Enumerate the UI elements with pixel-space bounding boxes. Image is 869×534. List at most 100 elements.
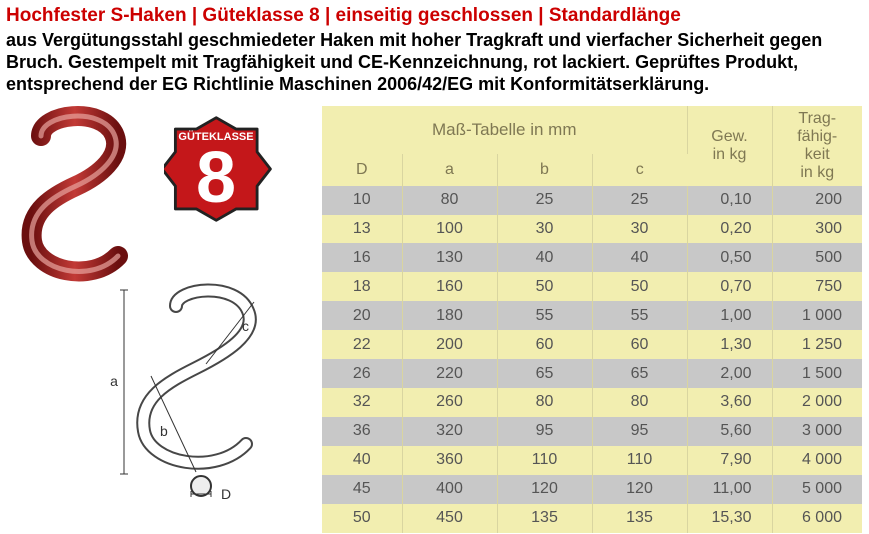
cell-gew: 1,00 <box>687 301 772 330</box>
cell-c: 120 <box>592 475 687 504</box>
cell-a: 100 <box>402 215 497 244</box>
cell-b: 135 <box>497 504 592 533</box>
cell-a: 180 <box>402 301 497 330</box>
table-row: 2018055551,001 000 <box>322 301 862 330</box>
cell-c: 30 <box>592 215 687 244</box>
page-title: Hochfester S-Haken | Güteklasse 8 | eins… <box>6 4 863 28</box>
cell-trag: 1 000 <box>772 301 862 330</box>
cell-trag: 750 <box>772 272 862 301</box>
cell-b: 120 <box>497 475 592 504</box>
cell-c: 110 <box>592 446 687 475</box>
col-trag: Trag- fähig- keit in kg <box>772 106 862 186</box>
cell-a: 160 <box>402 272 497 301</box>
cell-trag: 1 250 <box>772 330 862 359</box>
cell-c: 50 <box>592 272 687 301</box>
cell-gew: 2,00 <box>687 359 772 388</box>
cell-b: 65 <box>497 359 592 388</box>
cell-c: 135 <box>592 504 687 533</box>
svg-text:a: a <box>110 373 118 389</box>
cell-gew: 11,00 <box>687 475 772 504</box>
spec-table: Maß-Tabelle in mm Gew. in kg Trag- fähig… <box>322 106 862 533</box>
s-hook-illustration <box>6 106 146 286</box>
cell-D: 16 <box>322 243 402 272</box>
cell-a: 360 <box>402 446 497 475</box>
cell-D: 13 <box>322 215 402 244</box>
cell-gew: 5,60 <box>687 417 772 446</box>
table-row: 2220060601,301 250 <box>322 330 862 359</box>
grade-badge-icon: GÜTEKLASSE 8 <box>164 112 274 232</box>
cell-trag: 3 000 <box>772 417 862 446</box>
cell-D: 32 <box>322 388 402 417</box>
cell-gew: 0,50 <box>687 243 772 272</box>
cell-D: 36 <box>322 417 402 446</box>
cell-b: 80 <box>497 388 592 417</box>
cell-D: 45 <box>322 475 402 504</box>
cell-a: 260 <box>402 388 497 417</box>
cell-b: 25 <box>497 186 592 215</box>
cell-b: 110 <box>497 446 592 475</box>
table-row: 403601101107,904 000 <box>322 446 862 475</box>
cell-gew: 0,20 <box>687 215 772 244</box>
cell-trag: 500 <box>772 243 862 272</box>
cell-c: 95 <box>592 417 687 446</box>
cell-a: 320 <box>402 417 497 446</box>
col-c: c <box>592 154 687 186</box>
cell-c: 65 <box>592 359 687 388</box>
cell-D: 40 <box>322 446 402 475</box>
cell-b: 95 <box>497 417 592 446</box>
cell-trag: 6 000 <box>772 504 862 533</box>
cell-trag: 200 <box>772 186 862 215</box>
dimension-drawing: a b c D <box>96 276 281 506</box>
table-header: Maß-Tabelle in mm Gew. in kg Trag- fähig… <box>322 106 862 186</box>
table-row: 1613040400,50500 <box>322 243 862 272</box>
cell-c: 55 <box>592 301 687 330</box>
cell-D: 20 <box>322 301 402 330</box>
cell-D: 50 <box>322 504 402 533</box>
cell-trag: 5 000 <box>772 475 862 504</box>
cell-D: 26 <box>322 359 402 388</box>
table-body: 108025250,102001310030300,20300161304040… <box>322 186 862 533</box>
cell-a: 400 <box>402 475 497 504</box>
cell-c: 25 <box>592 186 687 215</box>
col-gew: Gew. in kg <box>687 106 772 186</box>
cell-trag: 4 000 <box>772 446 862 475</box>
cell-D: 18 <box>322 272 402 301</box>
svg-text:8: 8 <box>196 138 236 218</box>
cell-c: 60 <box>592 330 687 359</box>
cell-b: 55 <box>497 301 592 330</box>
cell-b: 50 <box>497 272 592 301</box>
cell-trag: 2 000 <box>772 388 862 417</box>
cell-a: 220 <box>402 359 497 388</box>
table-row: 1816050500,70750 <box>322 272 862 301</box>
table-row: 1310030300,20300 <box>322 215 862 244</box>
svg-text:D: D <box>221 486 231 502</box>
cell-trag: 1 500 <box>772 359 862 388</box>
cell-b: 40 <box>497 243 592 272</box>
col-b: b <box>497 154 592 186</box>
page-description: aus Vergütungsstahl geschmiedeter Haken … <box>6 30 863 96</box>
cell-D: 10 <box>322 186 402 215</box>
cell-c: 80 <box>592 388 687 417</box>
cell-b: 60 <box>497 330 592 359</box>
cell-b: 30 <box>497 215 592 244</box>
svg-text:c: c <box>242 318 249 334</box>
cell-gew: 7,90 <box>687 446 772 475</box>
table-row: 4540012012011,005 000 <box>322 475 862 504</box>
cell-a: 80 <box>402 186 497 215</box>
cell-gew: 3,60 <box>687 388 772 417</box>
cell-a: 450 <box>402 504 497 533</box>
table-row: 2622065652,001 500 <box>322 359 862 388</box>
cell-gew: 0,10 <box>687 186 772 215</box>
table-row: 5045013513515,306 000 <box>322 504 862 533</box>
table-row: 3226080803,602 000 <box>322 388 862 417</box>
col-D: D <box>322 154 402 186</box>
cell-a: 200 <box>402 330 497 359</box>
table-row: 108025250,10200 <box>322 186 862 215</box>
content-row: GÜTEKLASSE 8 a b c D <box>6 106 863 511</box>
svg-text:b: b <box>160 423 168 439</box>
cell-gew: 15,30 <box>687 504 772 533</box>
cell-D: 22 <box>322 330 402 359</box>
cell-a: 130 <box>402 243 497 272</box>
table-row: 3632095955,603 000 <box>322 417 862 446</box>
col-a: a <box>402 154 497 186</box>
